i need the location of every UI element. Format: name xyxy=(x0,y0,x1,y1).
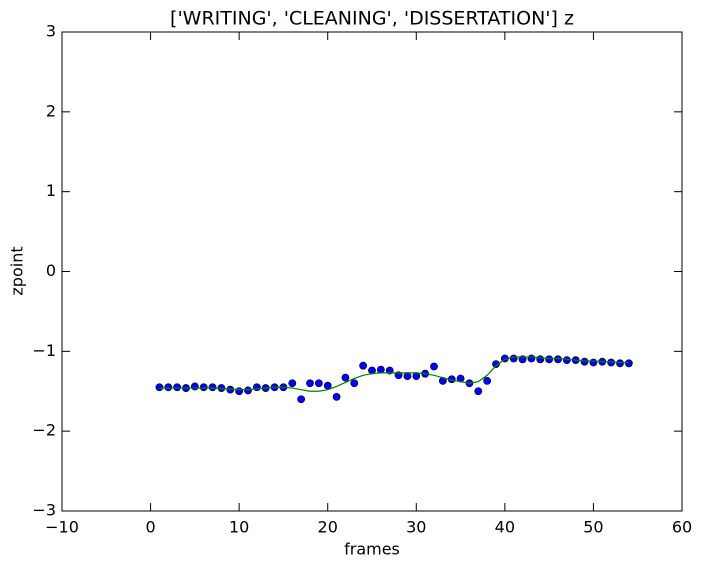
point xyxy=(483,376,492,385)
point xyxy=(314,379,323,388)
point xyxy=(527,354,536,363)
line xyxy=(159,356,629,392)
point xyxy=(492,360,500,369)
point xyxy=(350,379,359,388)
y-tick-label: 3 xyxy=(46,22,56,41)
point xyxy=(545,355,554,364)
point xyxy=(173,383,182,392)
x-tick-label: −10 xyxy=(45,518,79,537)
point xyxy=(474,387,483,396)
point xyxy=(580,357,589,366)
point xyxy=(341,373,350,382)
point xyxy=(208,383,217,392)
point xyxy=(155,383,164,392)
x-tick-label: 0 xyxy=(145,518,155,537)
point xyxy=(616,359,624,368)
point xyxy=(306,379,314,388)
point xyxy=(190,382,199,391)
y-tick-label: −2 xyxy=(32,421,56,440)
plot-frame xyxy=(61,31,683,512)
point xyxy=(589,358,598,367)
y-tick-label: −1 xyxy=(32,341,56,360)
point xyxy=(252,383,261,392)
point xyxy=(376,365,385,374)
y-tick-label: 1 xyxy=(46,181,56,200)
point xyxy=(199,383,208,392)
point xyxy=(235,387,244,396)
point xyxy=(164,383,173,392)
x-tick-label: 30 xyxy=(406,518,426,537)
y-tick-label: −3 xyxy=(32,501,56,520)
point xyxy=(288,379,297,388)
y-tick-label: 2 xyxy=(46,101,56,120)
point xyxy=(430,362,438,371)
y-tick-label: 0 xyxy=(46,261,56,280)
point xyxy=(536,355,545,364)
x-tick-label: 10 xyxy=(229,518,249,537)
x-tick-label: 60 xyxy=(672,518,692,537)
point xyxy=(403,372,412,380)
point xyxy=(332,392,341,401)
point xyxy=(359,361,368,370)
point xyxy=(244,386,252,395)
x-tick-label: 40 xyxy=(495,518,515,537)
point xyxy=(297,395,306,404)
point xyxy=(624,359,633,368)
x-tick-label: 50 xyxy=(583,518,603,537)
y-axis-label: zpoint xyxy=(8,246,27,295)
x-axis-label: frames xyxy=(344,540,400,559)
chart-title: ['WRITING', 'CLEANING', 'DISSERTATION'] … xyxy=(170,8,574,30)
point xyxy=(509,354,518,363)
x-tick-label: 20 xyxy=(318,518,338,537)
